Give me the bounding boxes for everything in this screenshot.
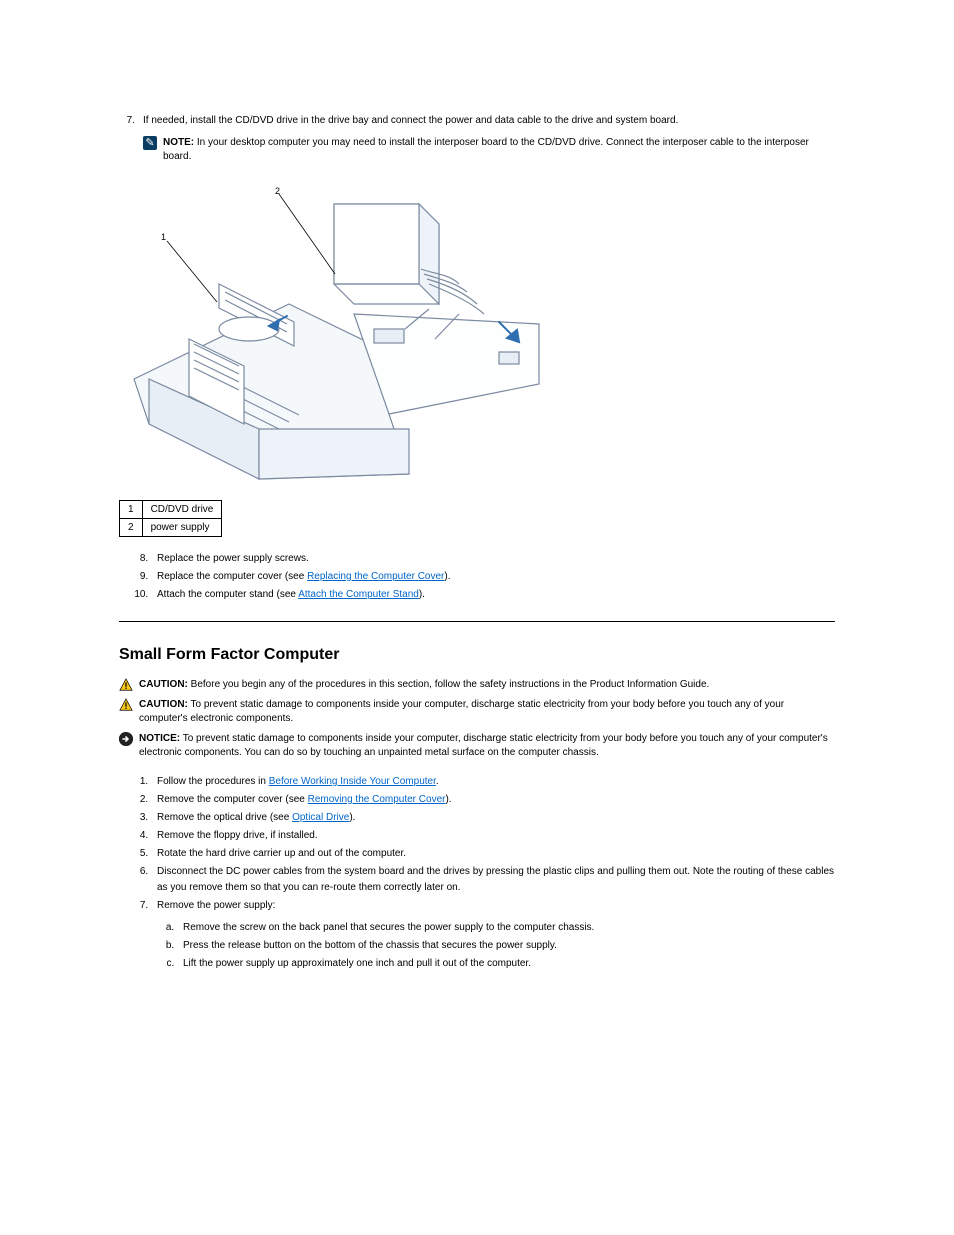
steps-list-a: Replace the power supply screws. Replace… (119, 551, 835, 603)
list-item: Remove the screw on the back panel that … (177, 920, 835, 936)
note-icon (143, 136, 157, 150)
legend-number: 2 (120, 519, 143, 537)
list-item: Remove the computer cover (see Removing … (151, 792, 835, 808)
list-item: Rotate the hard drive carrier up and out… (151, 846, 835, 862)
link-before-working[interactable]: Before Working Inside Your Computer (269, 776, 436, 787)
list-item: Follow the procedures in Before Working … (151, 774, 835, 790)
notice-icon (119, 732, 133, 746)
legend-label: power supply (142, 519, 222, 537)
step-7-note: NOTE: In your desktop computer you may n… (143, 136, 835, 164)
note-text: NOTE: In your desktop computer you may n… (163, 136, 835, 164)
notice: NOTICE: To prevent static damage to comp… (119, 732, 835, 760)
list-item: Replace the computer cover (see Replacin… (151, 569, 835, 585)
svg-text:2: 2 (275, 186, 280, 196)
step-7-text: If needed, install the CD/DVD drive in t… (143, 115, 678, 126)
step-7-number: 7. (119, 115, 135, 126)
link-attach-stand[interactable]: Attach the Computer Stand (298, 589, 419, 600)
caution-icon (119, 698, 133, 712)
section-heading: Small Form Factor Computer (119, 646, 835, 664)
caution-icon (119, 678, 133, 692)
list-item: Replace the power supply screws. (151, 551, 835, 567)
list-item: Attach the computer stand (see Attach th… (151, 587, 835, 603)
svg-text:1: 1 (161, 232, 166, 242)
divider (119, 621, 835, 622)
legend-table: 1 CD/DVD drive 2 power supply (119, 500, 222, 537)
table-row: 2 power supply (120, 519, 222, 537)
power-supply-diagram: 1 2 (119, 174, 549, 494)
link-optical-drive[interactable]: Optical Drive (292, 812, 349, 823)
caution-1: CAUTION: Before you begin any of the pro… (119, 678, 835, 692)
note-label: NOTE: (163, 137, 194, 148)
list-item: Press the release button on the bottom o… (177, 938, 835, 954)
caution-2: CAUTION: To prevent static damage to com… (119, 698, 835, 726)
list-item: Remove the power supply: Remove the scre… (151, 898, 835, 972)
caution-text: CAUTION: Before you begin any of the pro… (139, 678, 709, 692)
link-remove-cover[interactable]: Removing the Computer Cover (308, 794, 446, 805)
list-item: Disconnect the DC power cables from the … (151, 864, 835, 896)
legend-label: CD/DVD drive (142, 501, 222, 519)
diagram-svg: 1 2 (119, 174, 549, 494)
step-7-header: 7. If needed, install the CD/DVD drive i… (119, 115, 835, 126)
steps-list-b: Follow the procedures in Before Working … (119, 774, 835, 972)
notice-text: NOTICE: To prevent static damage to comp… (139, 732, 835, 760)
list-item: Remove the floppy drive, if installed. (151, 828, 835, 844)
legend-number: 1 (120, 501, 143, 519)
note-body: In your desktop computer you may need to… (163, 137, 809, 162)
caution-text: CAUTION: To prevent static damage to com… (139, 698, 835, 726)
link-replace-cover[interactable]: Replacing the Computer Cover (307, 571, 444, 582)
list-item: Lift the power supply up approximately o… (177, 956, 835, 972)
list-item: Remove the optical drive (see Optical Dr… (151, 810, 835, 826)
table-row: 1 CD/DVD drive (120, 501, 222, 519)
